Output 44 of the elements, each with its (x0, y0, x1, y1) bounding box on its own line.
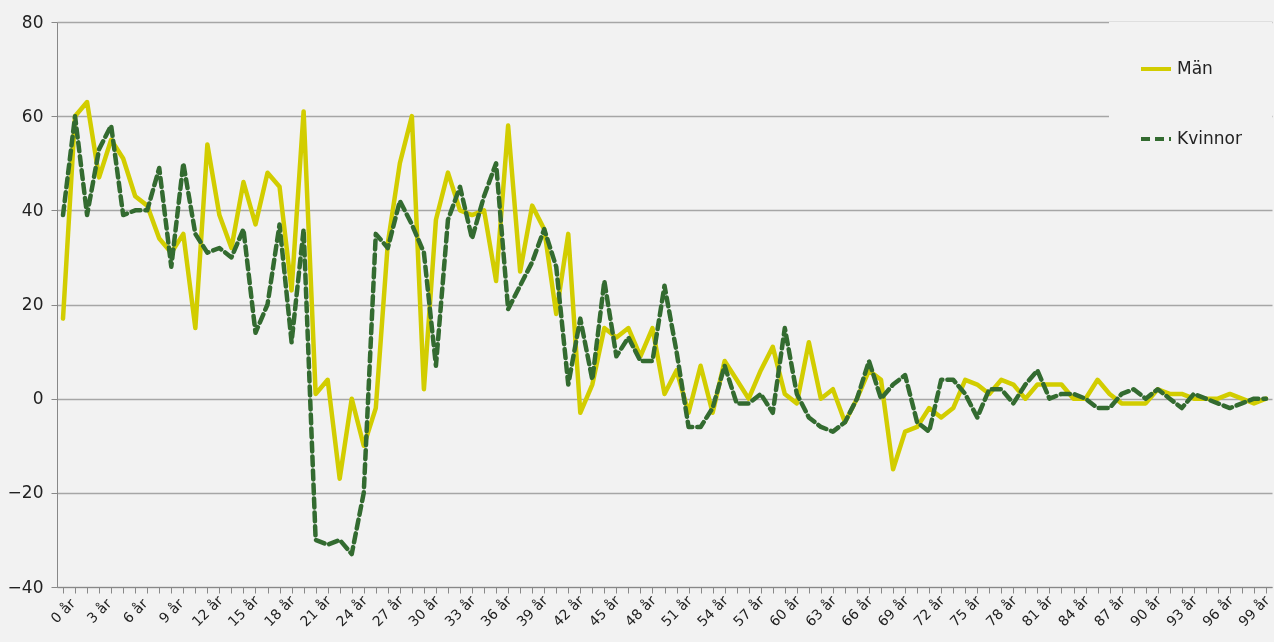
x-tick-label: 75 år (946, 592, 984, 630)
x-tick-label: 96 år (1199, 592, 1237, 630)
x-tick-label: 30 år (405, 592, 443, 630)
y-tick-label: 40 (21, 199, 44, 220)
y-tick-label: −20 (7, 482, 44, 503)
x-tick-label: 45 år (585, 592, 623, 630)
y-tick-label: −40 (7, 576, 44, 597)
x-tick-label: 57 år (729, 592, 768, 630)
x-tick-label: 21 år (296, 592, 335, 630)
x-tick-label: 84 år (1054, 592, 1093, 630)
x-tick-label: 69 år (874, 592, 912, 630)
legend-label: Kvinnor (1177, 128, 1242, 148)
y-tick-label: 80 (21, 11, 44, 32)
x-tick-label: 87 år (1090, 592, 1129, 630)
x-tick-label: 33 år (441, 592, 479, 630)
x-tick-label: 9 år (155, 595, 187, 627)
x-tick-label: 63 år (802, 592, 840, 630)
x-tick-label: 66 år (838, 592, 876, 630)
x-tick-label: 42 år (549, 592, 587, 630)
x-tick-label: 99 år (1235, 592, 1273, 630)
x-tick-label: 48 år (621, 592, 659, 630)
x-tick-label: 72 år (910, 592, 948, 630)
x-tick-label: 51 år (657, 592, 696, 630)
y-tick-label: 60 (21, 105, 44, 126)
x-tick-label: 12 år (188, 592, 226, 630)
x-tick-label: 93 år (1162, 592, 1201, 630)
x-tick-label: 39 år (513, 592, 551, 630)
legend-label: Män (1177, 58, 1213, 78)
x-tick-label: 6 år (119, 595, 151, 627)
y-tick-label: 0 (32, 388, 44, 409)
x-tick-label: 90 år (1126, 592, 1165, 630)
x-tick-label: 3 år (83, 595, 115, 627)
x-tick-label: 36 år (477, 592, 515, 630)
y-tick-label: 20 (21, 294, 44, 314)
line-series (60, 113, 1269, 557)
x-tick-label: 54 år (693, 592, 732, 630)
x-tick-label: 15 år (224, 592, 263, 630)
x-tick-label: 0 år (47, 595, 79, 627)
x-tick-label: 27 år (369, 592, 407, 630)
x-tick-label: 81 år (1018, 592, 1056, 630)
x-tick-label: 24 år (332, 592, 371, 630)
x-tick-label: 78 år (982, 592, 1020, 630)
x-tick-label: 60 år (765, 592, 804, 630)
x-tick-label: 18 år (260, 592, 299, 630)
